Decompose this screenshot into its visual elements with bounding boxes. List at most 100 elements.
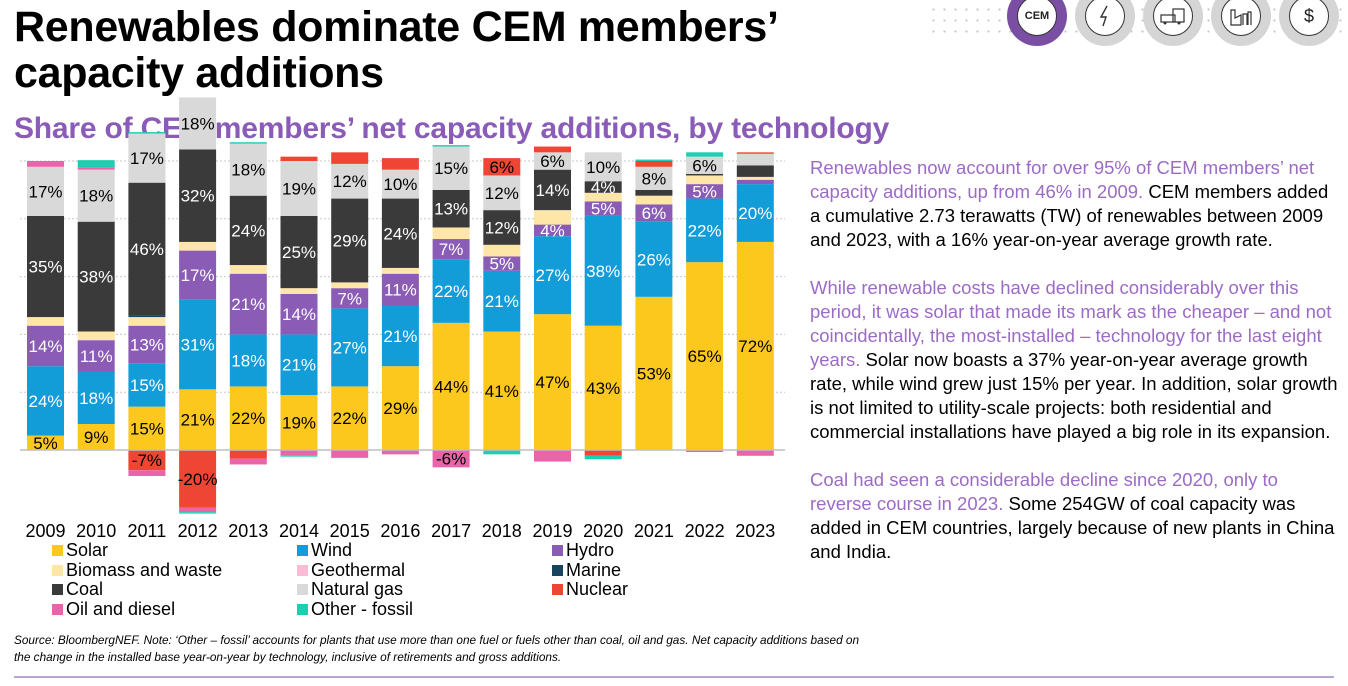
power-nav-button[interactable] bbox=[1075, 0, 1135, 46]
bar-segment-nuclear bbox=[229, 450, 267, 459]
bar-segment-hydro bbox=[686, 184, 724, 199]
source-note: Source: BloombergNEF. Note: ‘Other – fos… bbox=[14, 633, 860, 664]
legend-item: Nuclear bbox=[552, 579, 628, 600]
bar-segment-wind bbox=[27, 366, 64, 436]
bar-segment-oil-and-diesel bbox=[229, 458, 267, 465]
x-tick-label: 2018 bbox=[482, 521, 522, 541]
legend-label: Natural gas bbox=[311, 579, 404, 599]
data-label: 5% bbox=[490, 255, 515, 274]
bar-segment-hydro bbox=[432, 239, 470, 260]
bar-segment-other-fossil bbox=[584, 455, 622, 460]
bar-segment-wind bbox=[229, 334, 267, 387]
bar-segment-oil-and-diesel bbox=[280, 450, 318, 456]
data-label: 5% bbox=[692, 182, 717, 201]
legend-swatch bbox=[52, 603, 63, 615]
bar-segment-oil-and-diesel bbox=[27, 161, 64, 167]
data-label: 31% bbox=[181, 336, 215, 355]
bar-segment-biomass-and-waste bbox=[179, 241, 217, 251]
bar-segment-biomass-and-waste bbox=[280, 288, 318, 294]
bar-segment-biomass-and-waste bbox=[736, 176, 774, 180]
bar-segment-oil-and-diesel bbox=[77, 167, 115, 170]
data-label: 22% bbox=[231, 409, 265, 428]
bar-segment-hydro bbox=[534, 224, 571, 237]
transport-nav-button[interactable] bbox=[1143, 0, 1203, 46]
data-label: 19% bbox=[282, 179, 316, 198]
legend-swatch bbox=[297, 545, 308, 556]
data-label: -6% bbox=[436, 450, 466, 469]
bar-segment-solar bbox=[483, 331, 521, 450]
finance-nav-button[interactable]: $ bbox=[1279, 0, 1339, 46]
bar-segment-oil-and-diesel bbox=[381, 450, 419, 455]
data-label: 21% bbox=[282, 356, 316, 375]
legend-swatch bbox=[297, 603, 308, 615]
bar-segment-other-fossil bbox=[280, 455, 318, 457]
bar-segment-natural-gas bbox=[381, 169, 419, 199]
bar-segment-nuclear bbox=[381, 158, 419, 170]
bar-segment-natural-gas bbox=[584, 152, 622, 182]
bar-segment-oil-and-diesel bbox=[736, 450, 774, 456]
bar-segment-natural-gas bbox=[534, 152, 571, 170]
data-label: 65% bbox=[688, 347, 722, 366]
bar-segment-solar bbox=[77, 423, 115, 450]
data-label: 27% bbox=[535, 266, 569, 285]
bar-segment-solar bbox=[432, 322, 470, 450]
data-label: 24% bbox=[383, 224, 417, 243]
legend-swatch bbox=[52, 545, 63, 556]
legend-item: Geothermal bbox=[297, 560, 405, 581]
bar-segment-wind bbox=[483, 270, 521, 332]
legend-label: Coal bbox=[66, 579, 104, 599]
bar-segment-solar bbox=[584, 325, 622, 450]
bar-segment-natural-gas bbox=[179, 97, 217, 150]
data-label: 72% bbox=[738, 337, 772, 356]
industry-nav-button[interactable] bbox=[1211, 0, 1271, 46]
data-label: 44% bbox=[434, 377, 468, 396]
bar-segment-wind bbox=[179, 299, 217, 390]
x-tick-label: 2022 bbox=[685, 521, 725, 541]
legend-label: Other - fossil bbox=[311, 598, 414, 619]
bar-segment-biomass-and-waste bbox=[331, 282, 369, 289]
bar-segment-wind bbox=[77, 371, 115, 424]
bar-segment-natural-gas bbox=[736, 153, 774, 166]
data-label: -20% bbox=[178, 470, 218, 489]
x-tick-label: 2009 bbox=[25, 521, 65, 541]
data-label: 22% bbox=[434, 282, 468, 301]
data-label: 7% bbox=[337, 289, 362, 308]
legend-item: Hydro bbox=[552, 540, 614, 561]
data-label: 11% bbox=[384, 281, 417, 300]
bar-segment-coal bbox=[179, 149, 217, 242]
bar-segment-hydro bbox=[635, 204, 673, 222]
bar-segment-coal bbox=[483, 210, 521, 245]
bar-segment-oil-and-diesel bbox=[331, 450, 369, 458]
data-label: 26% bbox=[637, 250, 671, 269]
data-label: 11% bbox=[80, 347, 113, 366]
bar-segment-solar bbox=[27, 435, 64, 450]
bar-segment-wind bbox=[280, 334, 318, 396]
bar-segment-natural-gas bbox=[686, 156, 724, 175]
bar-segment-oil-and-diesel bbox=[432, 450, 470, 468]
x-tick-label: 2023 bbox=[735, 521, 775, 541]
legend-item: Coal bbox=[52, 579, 103, 600]
chart-canvas: 5% 24% 14% 35% 17% 9% 18% 11% 38% 18% 15% 15% 13% 46%… bbox=[20, 97, 785, 541]
data-label: 41% bbox=[485, 382, 519, 401]
bar-segment-wind bbox=[736, 184, 774, 242]
bar-segment-biomass-and-waste bbox=[635, 195, 673, 205]
data-label: 19% bbox=[282, 414, 316, 433]
bar-segment-biomass-and-waste bbox=[483, 244, 521, 257]
bar-segment-biomass-and-waste bbox=[77, 331, 115, 341]
x-tick-label: 2012 bbox=[178, 521, 218, 541]
bar-segment-other-fossil bbox=[432, 145, 470, 147]
data-label: 6% bbox=[642, 204, 667, 223]
x-tick-label: 2011 bbox=[128, 521, 167, 541]
bar-segment-wind bbox=[534, 236, 571, 315]
data-label: 32% bbox=[181, 187, 215, 206]
data-label: 18% bbox=[231, 161, 265, 180]
legend-item: Solar bbox=[52, 540, 108, 561]
bar-segment-hydro bbox=[280, 293, 318, 335]
lightning-icon bbox=[1085, 0, 1125, 36]
legend-item: Other - fossil bbox=[297, 599, 413, 620]
cem-nav-button[interactable]: CEM bbox=[1007, 0, 1067, 46]
bar-segment-nuclear bbox=[280, 156, 318, 161]
page-title: Renewables dominate CEM members’ capacit… bbox=[14, 3, 777, 97]
bar-segment-solar bbox=[381, 366, 419, 450]
data-label: 6% bbox=[540, 152, 565, 171]
